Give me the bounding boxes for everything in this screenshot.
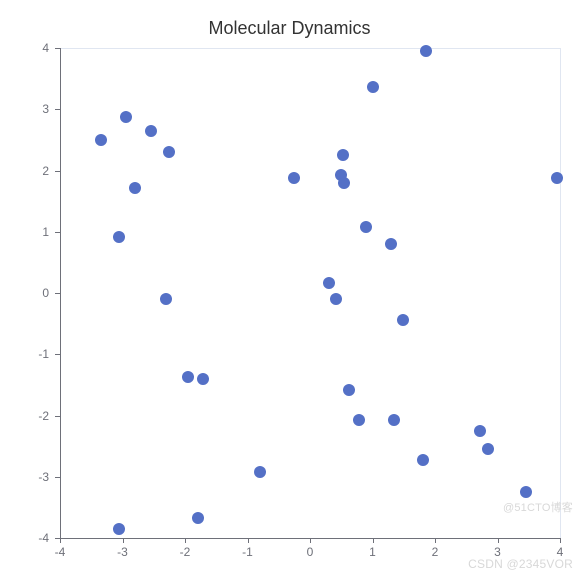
y-tick — [55, 109, 60, 110]
scatter-point — [182, 371, 194, 383]
x-tick-label: 2 — [432, 545, 439, 559]
y-tick — [55, 538, 60, 539]
plot-area — [60, 48, 561, 539]
scatter-point — [385, 238, 397, 250]
watermark-51cto: @51CTO博客 — [503, 499, 573, 515]
y-tick-label: 0 — [0, 286, 49, 300]
x-tick — [248, 538, 249, 543]
y-tick — [55, 232, 60, 233]
y-tick-label: -4 — [0, 531, 49, 545]
chart-title: Molecular Dynamics — [0, 18, 579, 39]
x-tick-label: -1 — [242, 545, 253, 559]
scatter-point — [417, 454, 429, 466]
y-tick — [55, 293, 60, 294]
y-tick — [55, 171, 60, 172]
x-tick — [310, 538, 311, 543]
x-tick-label: 1 — [369, 545, 376, 559]
scatter-point — [397, 314, 409, 326]
scatter-point — [113, 523, 125, 535]
y-tick — [55, 354, 60, 355]
scatter-point — [330, 293, 342, 305]
scatter-point — [254, 466, 266, 478]
scatter-point — [129, 182, 141, 194]
scatter-point — [160, 293, 172, 305]
y-tick-label: 4 — [0, 41, 49, 55]
x-tick — [435, 538, 436, 543]
scatter-point — [323, 277, 335, 289]
y-tick-label: 1 — [0, 225, 49, 239]
scatter-point — [113, 231, 125, 243]
x-tick-label: 0 — [307, 545, 314, 559]
y-tick — [55, 477, 60, 478]
y-tick-label: 3 — [0, 102, 49, 116]
scatter-point — [360, 221, 372, 233]
x-tick — [123, 538, 124, 543]
x-tick — [560, 538, 561, 543]
y-tick — [55, 48, 60, 49]
scatter-point — [338, 177, 350, 189]
x-tick — [498, 538, 499, 543]
scatter-point — [551, 172, 563, 184]
scatter-point — [482, 443, 494, 455]
scatter-point — [337, 149, 349, 161]
scatter-point — [197, 373, 209, 385]
x-tick — [373, 538, 374, 543]
y-tick — [55, 416, 60, 417]
y-tick-label: -2 — [0, 409, 49, 423]
scatter-point — [343, 384, 355, 396]
x-tick-label: -3 — [117, 545, 128, 559]
y-axis-line — [60, 48, 61, 538]
y-tick-label: 2 — [0, 164, 49, 178]
scatter-point — [95, 134, 107, 146]
scatter-point — [367, 81, 379, 93]
x-tick-label: -4 — [55, 545, 66, 559]
scatter-point — [388, 414, 400, 426]
watermark-csdn: CSDN @2345VOR — [468, 557, 573, 571]
y-tick-label: -3 — [0, 470, 49, 484]
scatter-point — [520, 486, 532, 498]
x-tick — [185, 538, 186, 543]
scatter-point — [192, 512, 204, 524]
scatter-point — [420, 45, 432, 57]
scatter-point — [145, 125, 157, 137]
x-tick — [60, 538, 61, 543]
scatter-point — [288, 172, 300, 184]
x-tick-label: -2 — [180, 545, 191, 559]
scatter-point — [353, 414, 365, 426]
scatter-point — [474, 425, 486, 437]
scatter-point — [163, 146, 175, 158]
scatter-point — [120, 111, 132, 123]
y-tick-label: -1 — [0, 347, 49, 361]
scatter-chart: Molecular Dynamics -4 -3 -2 -1 0 1 2 3 4 -4 -3 -2 -1… — [0, 0, 579, 575]
